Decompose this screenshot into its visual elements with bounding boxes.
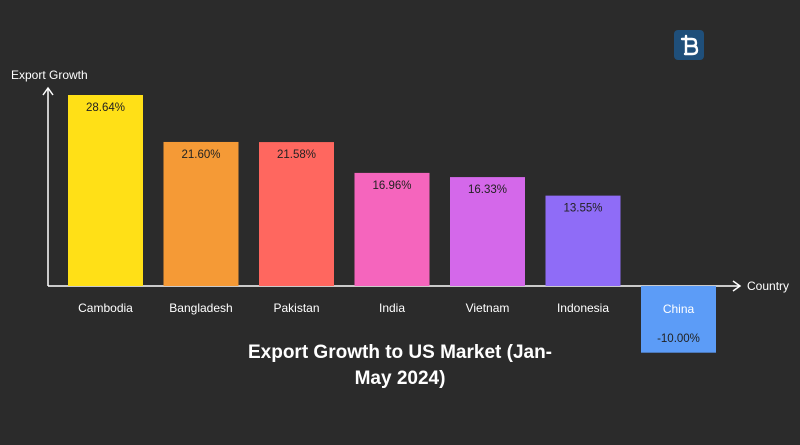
bar-cambodia	[68, 95, 143, 286]
brand-logo	[674, 30, 704, 60]
value-label-cambodia: 28.64%	[86, 102, 125, 114]
value-label-pakistan: 21.58%	[277, 149, 316, 161]
x-axis-arrow	[732, 280, 742, 292]
value-label-bangladesh: 21.60%	[181, 149, 220, 161]
value-label-china: -10.00%	[657, 333, 700, 345]
bar-indonesia	[545, 195, 621, 286]
bars: 28.64% Cambodia 21.60% Bangladesh 21.58% Paki…	[68, 95, 716, 353]
y-axis-title: Export Growth	[11, 68, 88, 82]
category-label-china: China	[663, 302, 695, 316]
bar-pakistan	[259, 142, 334, 286]
category-label-bangladesh: Bangladesh	[169, 301, 232, 315]
brand-b-logo-icon	[680, 34, 699, 56]
value-label-indonesia: 13.55%	[563, 203, 602, 215]
category-label-india: India	[379, 301, 405, 315]
bar-bangladesh	[163, 141, 239, 286]
bar-china	[641, 286, 716, 353]
category-label-pakistan: Pakistan	[273, 301, 319, 315]
category-label-vietnam: Vietnam	[466, 301, 510, 315]
chart-title-container: Export Growth to US Market (Jan-May 2024…	[0, 340, 800, 392]
value-label-vietnam: 16.33%	[468, 184, 507, 196]
bar-vietnam	[450, 177, 525, 286]
category-label-indonesia: Indonesia	[557, 301, 609, 315]
value-label-india: 16.96%	[372, 180, 411, 192]
y-axis-arrow	[42, 86, 54, 96]
x-axis-title: Country	[747, 279, 789, 293]
bar-india	[354, 172, 430, 286]
category-label-cambodia: Cambodia	[78, 301, 133, 315]
chart-title: Export Growth to US Market (Jan-May 2024…	[247, 342, 553, 389]
